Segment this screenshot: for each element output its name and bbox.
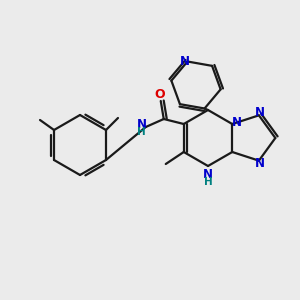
Text: N: N (232, 116, 242, 128)
Text: H: H (137, 127, 146, 137)
Text: N: N (255, 157, 265, 170)
Text: N: N (179, 55, 189, 68)
Text: N: N (203, 169, 213, 182)
Text: H: H (204, 177, 212, 187)
Text: N: N (137, 118, 147, 130)
Text: O: O (154, 88, 165, 101)
Text: N: N (255, 106, 265, 119)
